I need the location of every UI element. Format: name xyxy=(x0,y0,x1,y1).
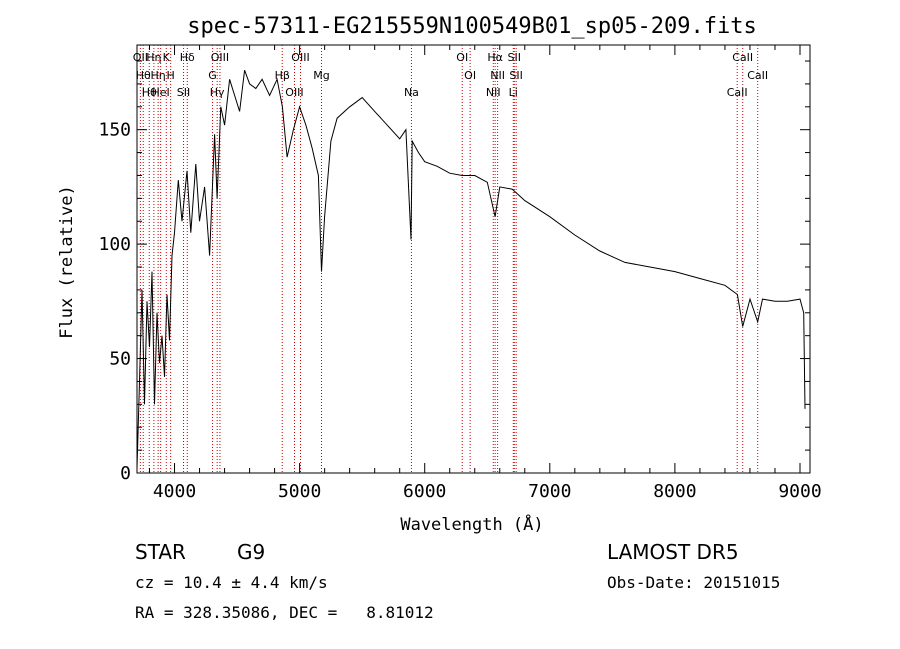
x-axis-label: Wavelength (Å) xyxy=(400,513,543,535)
line-label-6716: SII xyxy=(508,51,521,64)
line-label-6363: OI xyxy=(464,69,476,82)
line-label-3835: Hη xyxy=(146,51,161,64)
x-tick-label: 8000 xyxy=(653,481,696,502)
line-label-4363: OIII xyxy=(211,51,229,64)
line-label-6300: OI xyxy=(456,51,468,64)
line-label-3727: OII xyxy=(133,51,148,64)
line-label-8498: CaII xyxy=(727,86,748,99)
line-label-4072: SII xyxy=(177,86,190,99)
y-axis: 0 50 100 150 xyxy=(98,60,810,484)
x-tick-label: 6000 xyxy=(403,481,446,502)
y-axis-label: Flux (relative) xyxy=(57,185,77,339)
y-tick-label: 100 xyxy=(98,234,131,255)
x-tick-label: 5000 xyxy=(278,481,321,502)
x-tick-label: 7000 xyxy=(528,481,571,502)
line-label-6708: Li xyxy=(509,86,518,99)
line-label-5007: OIII xyxy=(291,51,309,64)
line-label-6548: NII xyxy=(486,86,501,99)
plot-frame xyxy=(136,44,811,474)
line-label-3869: Hη xyxy=(151,69,166,82)
spectral-line-labels: OIIHθHθHηHηHeIKHSIIHδGHγOIIIHβOIIIOIIIMg… xyxy=(133,51,768,99)
spectral-line-markers xyxy=(139,45,759,473)
sky-coordinates: RA = 328.35086, DEC = 8.81012 xyxy=(135,603,434,622)
x-tick-label: 4000 xyxy=(153,481,196,502)
line-label-4102: Hδ xyxy=(180,51,195,64)
line-label-6563: Hα xyxy=(487,51,503,64)
y-tick-label: 50 xyxy=(109,349,131,370)
line-label-4341: Hγ xyxy=(210,86,225,99)
x-axis: 4000 5000 6000 7000 8000 9000 xyxy=(149,45,822,502)
line-label-3934: K xyxy=(163,51,171,64)
line-label-8662: CaII xyxy=(747,69,768,82)
y-tick-label: 150 xyxy=(98,120,131,141)
line-label-4959: OIII xyxy=(285,86,303,99)
chart-title: spec-57311-EG215559N100549B01_sp05-209.f… xyxy=(187,14,757,39)
line-label-3750: Hθ xyxy=(136,69,151,82)
redshift-cz: cz = 10.4 ± 4.4 km/s xyxy=(135,573,328,592)
line-label-6731: SII xyxy=(509,69,522,82)
line-label-3798: Hθ xyxy=(142,86,157,99)
observation-date: Obs-Date: 20151015 xyxy=(607,573,781,592)
line-label-5894: Na xyxy=(404,86,419,99)
object-class: STAR xyxy=(135,540,186,564)
line-label-8542: CaII xyxy=(732,51,753,64)
line-label-3889: HeI xyxy=(151,86,169,99)
line-label-4304: G xyxy=(208,69,217,82)
x-tick-label: 9000 xyxy=(778,481,821,502)
line-label-6583: NII xyxy=(490,69,505,82)
line-label-3969: H xyxy=(167,69,175,82)
line-label-4861: Hβ xyxy=(275,69,290,82)
survey-name: LAMOST DR5 xyxy=(607,540,739,564)
y-tick-label: 0 xyxy=(120,463,131,484)
spectrum-line xyxy=(136,70,806,469)
line-label-5175: Mg xyxy=(313,69,329,82)
object-subclass: G9 xyxy=(237,540,266,564)
